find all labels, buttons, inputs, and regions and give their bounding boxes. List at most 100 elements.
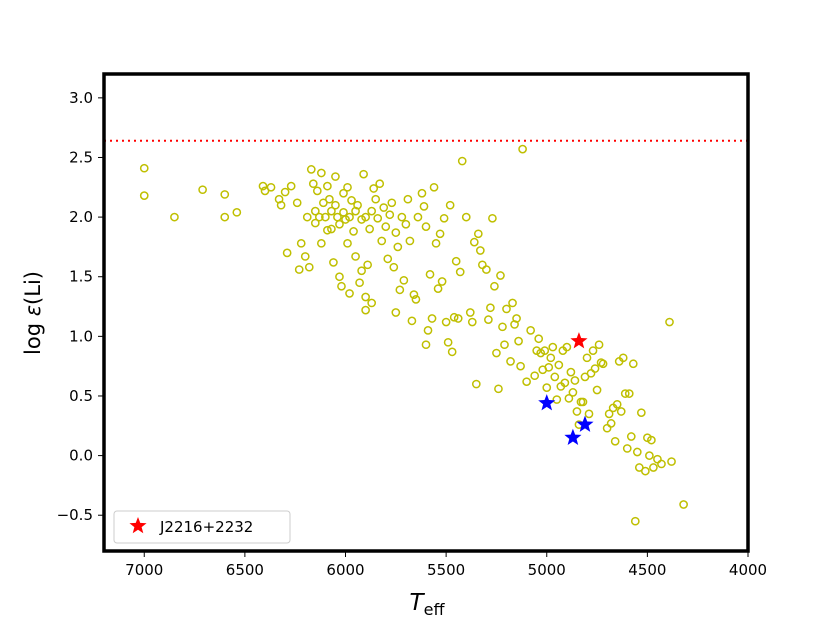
x-tick-label: 4000	[729, 561, 767, 579]
data-point	[276, 200, 286, 210]
data-point	[429, 182, 439, 192]
y-tick-label: 2.5	[69, 148, 93, 166]
data-point	[365, 224, 374, 234]
data-point	[351, 252, 360, 261]
data-point	[327, 206, 336, 216]
data-point	[300, 252, 310, 261]
data-point	[516, 361, 525, 371]
data-point	[618, 353, 628, 363]
data-point	[310, 218, 320, 228]
data-point	[475, 246, 485, 255]
data-point	[622, 444, 632, 453]
data-point	[590, 364, 600, 373]
data-point	[323, 225, 332, 235]
data-point	[296, 238, 306, 248]
data-point	[645, 451, 654, 460]
data-point	[584, 409, 594, 419]
data-point	[286, 181, 296, 191]
data-point	[665, 317, 674, 327]
data-point	[451, 256, 461, 266]
data-point	[586, 368, 596, 378]
data-point	[447, 347, 457, 357]
data-point	[407, 316, 417, 326]
data-point	[594, 340, 604, 350]
data-point	[391, 228, 401, 237]
legend-label: J2216+2232	[159, 518, 253, 536]
data-point	[401, 219, 411, 229]
data-point	[423, 326, 433, 335]
highlight-star-point	[564, 428, 582, 445]
data-point	[641, 466, 650, 476]
data-point	[649, 463, 658, 472]
data-point	[391, 308, 401, 317]
data-point	[387, 198, 397, 208]
data-point	[385, 210, 395, 220]
data-point	[457, 156, 467, 166]
data-point	[453, 314, 463, 323]
data-point	[343, 182, 352, 192]
data-point	[427, 314, 437, 323]
data-point	[439, 213, 449, 223]
data-point	[345, 289, 354, 298]
x-tick-label: 5500	[427, 561, 465, 579]
highlight-star-point	[576, 415, 594, 432]
data-point	[578, 397, 588, 407]
highlight-star-point	[570, 332, 588, 349]
data-point	[337, 281, 346, 291]
data-point	[560, 378, 570, 388]
data-point	[435, 229, 445, 239]
data-point	[612, 399, 622, 409]
data-point	[598, 359, 608, 369]
data-point	[441, 317, 451, 327]
data-point	[421, 340, 431, 350]
data-point	[518, 144, 527, 154]
data-point	[357, 266, 366, 276]
data-point	[443, 337, 453, 347]
data-point	[568, 388, 578, 397]
data-point	[266, 182, 276, 192]
data-point	[325, 194, 334, 204]
legend: J2216+2232	[113, 510, 291, 544]
data-point	[572, 407, 582, 416]
data-point	[292, 198, 302, 208]
data-point	[375, 179, 385, 189]
data-point	[377, 236, 387, 246]
data-point	[679, 500, 688, 509]
data-point	[592, 385, 602, 395]
data-point	[484, 315, 493, 325]
data-point	[606, 419, 616, 428]
data-point	[630, 516, 640, 526]
data-point	[502, 304, 511, 314]
data-point	[405, 236, 415, 246]
data-point	[314, 212, 324, 222]
data-point	[419, 202, 429, 211]
data-point	[331, 200, 340, 210]
data-point	[455, 267, 465, 277]
data-point	[361, 212, 370, 222]
data-point	[540, 346, 550, 356]
data-point	[653, 454, 662, 464]
data-point	[620, 389, 630, 398]
data-point	[304, 262, 314, 272]
y-tick-label: 3.0	[69, 89, 93, 107]
x-axis-label: Teff	[410, 590, 446, 619]
data-point	[610, 436, 620, 446]
data-point	[220, 190, 230, 199]
data-point	[425, 269, 435, 279]
data-point	[395, 285, 405, 295]
data-point	[433, 284, 443, 293]
data-point	[508, 298, 517, 308]
data-point	[492, 348, 501, 358]
data-point	[488, 213, 497, 223]
data-point	[490, 281, 499, 291]
data-point	[310, 206, 320, 216]
x-axis-ticks: 7000 6500 6000 5500 5000 4500 4000	[125, 551, 767, 579]
data-point	[347, 196, 356, 205]
data-point	[317, 168, 326, 178]
data-point	[353, 200, 362, 210]
data-point	[471, 379, 481, 389]
x-tick-label: 5000	[528, 561, 566, 579]
data-point	[552, 395, 562, 404]
data-point	[363, 260, 372, 270]
data-point	[465, 308, 475, 317]
